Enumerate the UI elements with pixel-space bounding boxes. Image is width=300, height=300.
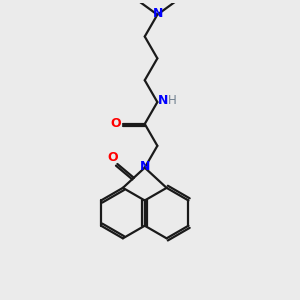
- Text: N: N: [158, 94, 168, 107]
- Text: H: H: [168, 94, 176, 107]
- Text: N: N: [140, 160, 150, 173]
- Text: O: O: [110, 117, 121, 130]
- Text: N: N: [153, 7, 163, 20]
- Text: O: O: [108, 151, 119, 164]
